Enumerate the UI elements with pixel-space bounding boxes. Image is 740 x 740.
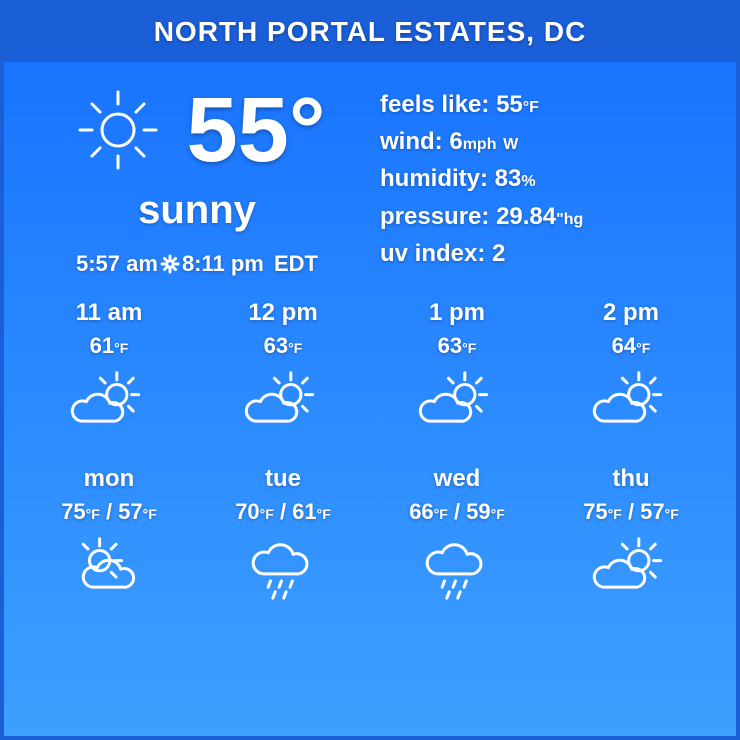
daily-slot: wed 66°F / 59°F [370,465,544,609]
condition-text: sunny [138,188,256,233]
day-label: mon [84,465,135,493]
hourly-slot: 1 pm 63°F [370,299,544,443]
sunny-icon [68,80,168,180]
current-details: feels like: 55°F wind: 6mph W humidity: … [360,80,706,277]
day-label: thu [612,465,649,493]
daily-slot: mon 75°F / 57°F [22,465,196,609]
current-left: 55° sunny 5:57 am [34,80,360,277]
hour-label: 2 pm [603,299,659,327]
rain-icon [244,531,322,609]
hour-label: 1 pm [429,299,485,327]
pressure: pressure: 29.84"hg [380,198,706,235]
feels-like: feels like: 55°F [380,86,706,123]
sun-times: 5:57 am [76,251,318,277]
humidity: humidity: 83% [380,160,706,197]
sunrise-time: 5:57 am [76,251,158,277]
hourly-forecast: 11 am 61°F 12 pm 63°F [4,285,736,443]
hour-temp: 64°F [612,333,651,359]
day-temps: 70°F / 61°F [235,499,331,525]
day-label: tue [265,465,301,493]
hour-temp: 61°F [90,333,129,359]
day-temps: 75°F / 57°F [583,499,679,525]
rain-icon [418,531,496,609]
location-header: NORTH PORTAL ESTATES, DC [4,4,736,62]
partly-icon [592,531,670,609]
uv-index: uv index: 2 [380,235,706,272]
sun-icon [160,254,180,274]
partly-icon [592,365,670,443]
daily-slot: thu 75°F / 57°F [544,465,718,609]
mostly-sunny-icon [70,531,148,609]
sunset-time: 8:11 pm [182,251,264,277]
hour-label: 11 am [76,299,143,327]
hourly-slot: 11 am 61°F [22,299,196,443]
day-temps: 66°F / 59°F [409,499,505,525]
hour-temp: 63°F [264,333,303,359]
day-label: wed [434,465,481,493]
location-text: NORTH PORTAL ESTATES, DC [154,16,587,47]
daily-slot: tue 70°F / 61°F [196,465,370,609]
hour-label: 12 pm [248,299,317,327]
partly-icon [418,365,496,443]
weather-widget: NORTH PORTAL ESTATES, DC [0,0,740,740]
wind: wind: 6mph W [380,123,706,160]
current-conditions: 55° sunny 5:57 am [4,62,736,285]
partly-icon [244,365,322,443]
daily-forecast: mon 75°F / 57°F tue 70°F / 61°F [4,443,736,609]
hourly-slot: 2 pm 64°F [544,299,718,443]
partly-icon [70,365,148,443]
hour-temp: 63°F [438,333,477,359]
timezone: EDT [274,251,318,277]
current-temp: 55° [186,84,325,176]
temp-row: 55° [68,80,325,180]
hourly-slot: 12 pm 63°F [196,299,370,443]
day-temps: 75°F / 57°F [61,499,157,525]
